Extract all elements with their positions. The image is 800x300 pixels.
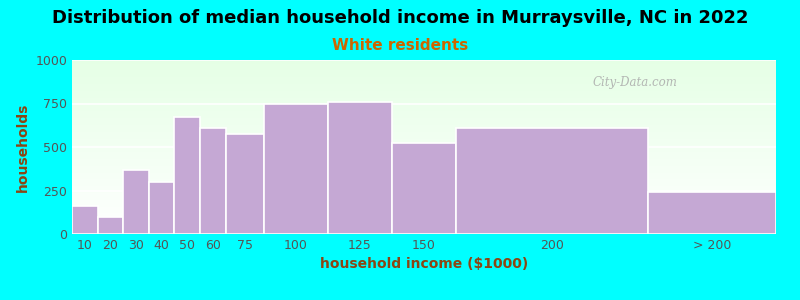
Bar xyxy=(174,117,200,234)
Bar xyxy=(456,128,648,234)
Y-axis label: households: households xyxy=(16,102,30,192)
Bar xyxy=(123,169,149,234)
Text: Distribution of median household income in Murraysville, NC in 2022: Distribution of median household income … xyxy=(52,9,748,27)
Bar xyxy=(328,102,392,234)
Text: White residents: White residents xyxy=(332,38,468,52)
Bar xyxy=(392,143,456,234)
Bar xyxy=(264,103,328,234)
Bar xyxy=(72,206,98,234)
Bar xyxy=(200,128,226,234)
Text: City-Data.com: City-Data.com xyxy=(593,76,678,89)
Bar xyxy=(226,134,264,234)
Bar xyxy=(98,217,123,234)
Bar xyxy=(149,182,174,234)
Bar xyxy=(648,192,776,234)
X-axis label: household income ($1000): household income ($1000) xyxy=(320,257,528,272)
